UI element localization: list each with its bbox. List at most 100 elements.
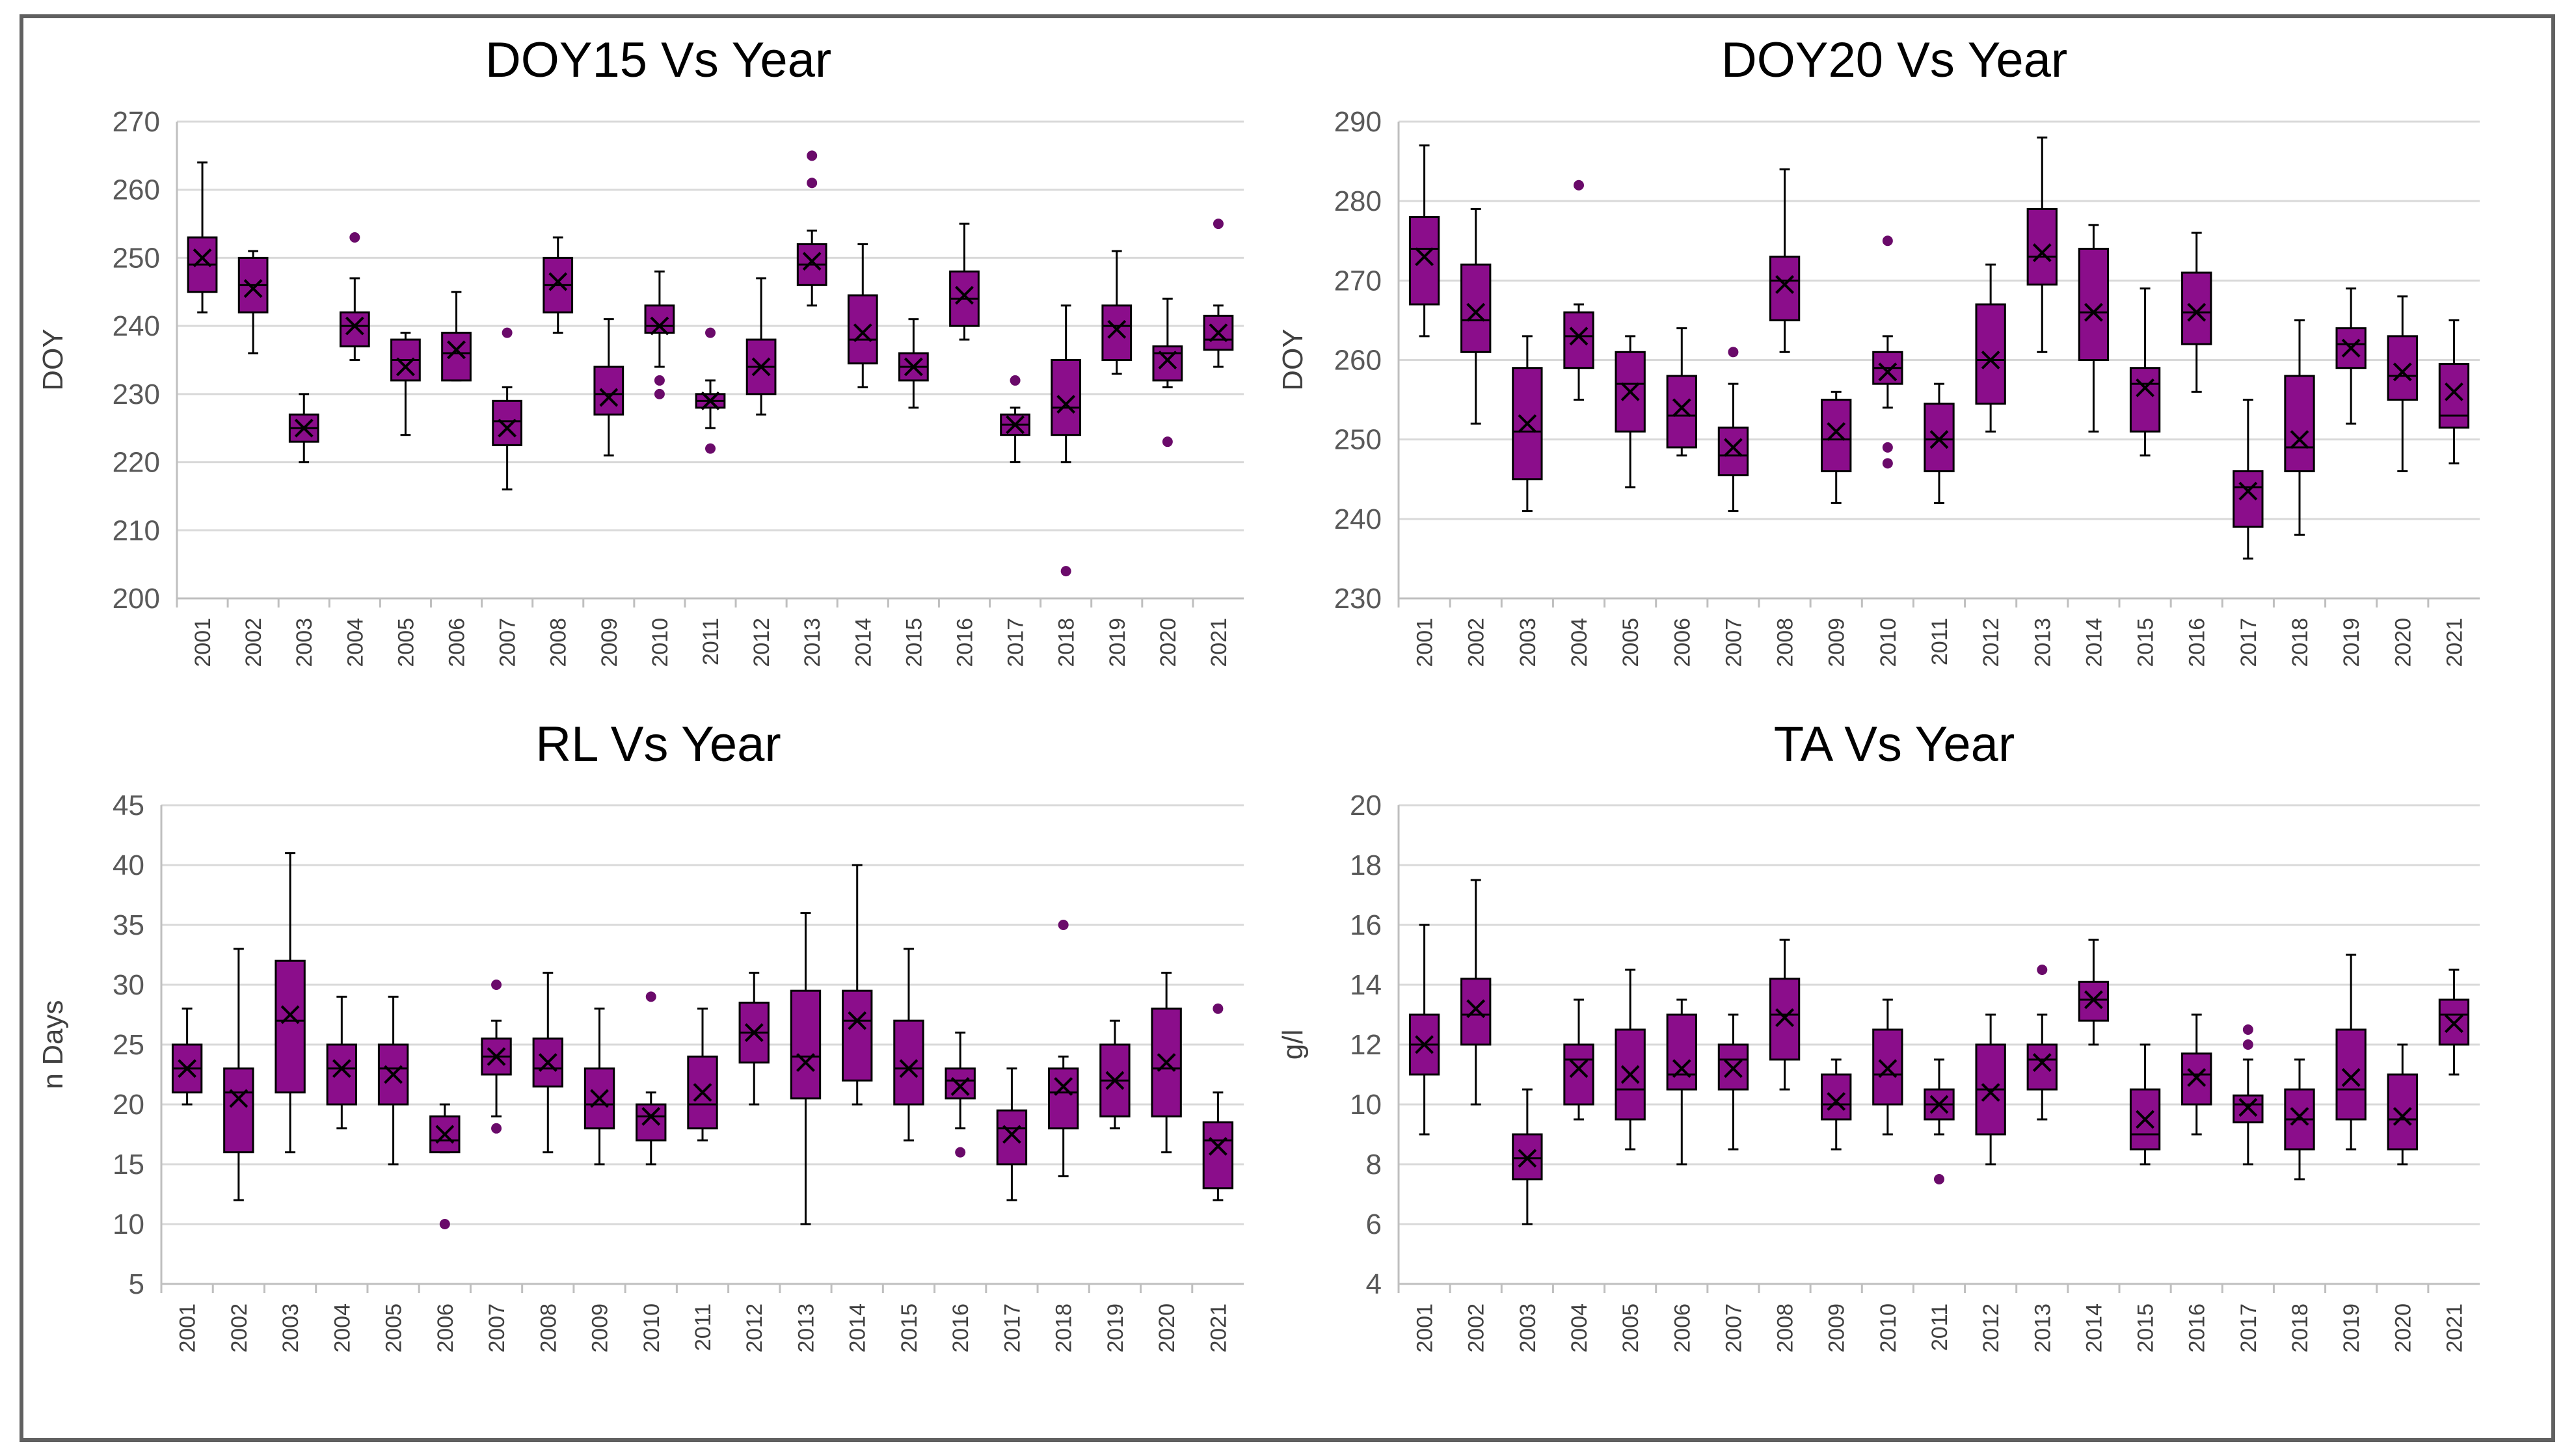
- x-tick-label: 2010: [1876, 1303, 1901, 1353]
- box-iqr: [1101, 304, 1133, 362]
- box-iqr: [687, 1055, 718, 1130]
- x-tick-label: 2017: [2236, 1303, 2261, 1353]
- box-2020: [1151, 972, 1182, 1154]
- mean-marker: [1054, 1076, 1073, 1096]
- x-tick-label: 2018: [1052, 1303, 1077, 1353]
- box-2014: [2078, 224, 2110, 433]
- box-2002: [1460, 207, 1492, 425]
- mean-marker: [487, 1047, 506, 1066]
- mean-marker: [2290, 430, 2309, 449]
- mean-marker: [1775, 1008, 1794, 1028]
- box-2008: [532, 972, 563, 1154]
- box-iqr: [644, 304, 675, 334]
- x-tick-label: 2012: [1979, 1303, 2004, 1353]
- x-tick-label: 2002: [1464, 618, 1489, 667]
- box-2003: [1512, 1088, 1543, 1225]
- box-2004: [1563, 180, 1594, 401]
- mean-marker: [701, 391, 720, 410]
- x-tick-label: 2008: [1773, 1303, 1798, 1353]
- outlier-point: [705, 443, 716, 454]
- box-2010: [644, 270, 675, 399]
- chart-title: DOY20 Vs Year: [1721, 33, 2067, 88]
- mean-marker: [1157, 1053, 1176, 1073]
- x-tick-label: 2011: [699, 618, 723, 665]
- box-2016: [945, 1032, 976, 1158]
- y-tick-label: 260: [113, 174, 160, 206]
- x-tick-label: 2020: [1156, 618, 1181, 667]
- mean-marker: [243, 279, 263, 298]
- box-iqr: [339, 311, 370, 348]
- mean-marker: [396, 357, 415, 377]
- mean-marker: [1518, 1149, 1537, 1168]
- box-2012: [1975, 263, 2006, 433]
- x-tick-label: 2003: [278, 1303, 303, 1353]
- box-2017: [2233, 399, 2264, 560]
- box-2019: [1099, 1019, 1131, 1130]
- box-iqr: [326, 1043, 358, 1106]
- outlier-point: [2242, 1024, 2253, 1035]
- box-2007: [1717, 1013, 1749, 1151]
- box-2003: [275, 852, 306, 1154]
- box-2012: [738, 972, 770, 1106]
- box-iqr: [2387, 1073, 2418, 1151]
- box-iqr: [2284, 375, 2315, 473]
- chart-1: DOY15 Vs Year DOY 200 210 220 230 240 250 260 270…: [37, 33, 1244, 667]
- box-2011: [1924, 382, 1955, 504]
- box-2005: [1615, 335, 1646, 488]
- x-tick-label: 2006: [433, 1303, 458, 1353]
- mean-marker: [1672, 398, 1691, 418]
- outlier-point: [1060, 566, 1071, 577]
- box-iqr: [2129, 367, 2161, 433]
- outlier-point: [645, 991, 656, 1002]
- y-tick-label: 250: [113, 242, 160, 274]
- x-tick-label: 2007: [1721, 618, 1746, 667]
- x-tick-label: 2009: [1825, 1303, 1849, 1353]
- outlier-point: [1010, 375, 1021, 386]
- x-tick-label: 2020: [2391, 1303, 2415, 1353]
- mean-marker: [599, 388, 619, 407]
- x-tick-label: 2017: [1000, 1303, 1025, 1353]
- box-2021: [2438, 968, 2470, 1076]
- x-tick-label: 2013: [2030, 618, 2055, 667]
- box-2006: [1666, 327, 1697, 457]
- box-iqr: [1563, 1043, 1594, 1106]
- x-tick-label: 2016: [948, 1303, 973, 1353]
- box-iqr: [2438, 363, 2470, 429]
- y-tick-label: 16: [1350, 909, 1382, 941]
- mean-marker: [1672, 1059, 1691, 1078]
- mean-marker: [2341, 338, 2361, 358]
- y-tick-label: 4: [1366, 1268, 1382, 1300]
- mean-marker: [2136, 378, 2154, 397]
- x-tick-label: 2006: [1670, 618, 1695, 667]
- box-iqr: [1717, 426, 1749, 477]
- x-tick-label: 2021: [1207, 618, 1231, 667]
- x-tick-label: 2015: [897, 1303, 922, 1353]
- mean-marker: [2290, 1106, 2309, 1126]
- x-tick-label: 2014: [846, 1303, 870, 1353]
- x-tick-label: 2005: [1618, 618, 1643, 667]
- x-tick-label: 2005: [1618, 1303, 1643, 1353]
- y-tick-label: 12: [1350, 1029, 1382, 1061]
- y-tick-label: 270: [1334, 265, 1382, 297]
- y-tick-label: 260: [1334, 345, 1382, 377]
- mean-marker: [1002, 1125, 1021, 1144]
- box-2001: [1408, 924, 1440, 1136]
- box-2020: [2387, 1043, 2418, 1166]
- x-tick-label: 2007: [485, 1303, 509, 1353]
- x-tick-label: 2014: [2082, 1303, 2106, 1353]
- mean-marker: [1878, 362, 1898, 382]
- x-tick-label: 2020: [1155, 1303, 1179, 1353]
- box-iqr: [1821, 399, 1852, 473]
- box-iqr: [893, 1019, 924, 1106]
- box-2006: [441, 291, 472, 382]
- box-iqr: [790, 989, 822, 1100]
- box-2013: [790, 912, 822, 1225]
- mean-marker: [1929, 1095, 1949, 1114]
- y-tick-label: 25: [113, 1029, 144, 1061]
- outlier-point: [1882, 235, 1893, 247]
- box-2019: [1101, 250, 1133, 375]
- x-tick-label: 2005: [382, 1303, 407, 1353]
- mean-marker: [1415, 1035, 1434, 1054]
- box-2014: [842, 864, 873, 1106]
- outlier-point: [1213, 1003, 1224, 1014]
